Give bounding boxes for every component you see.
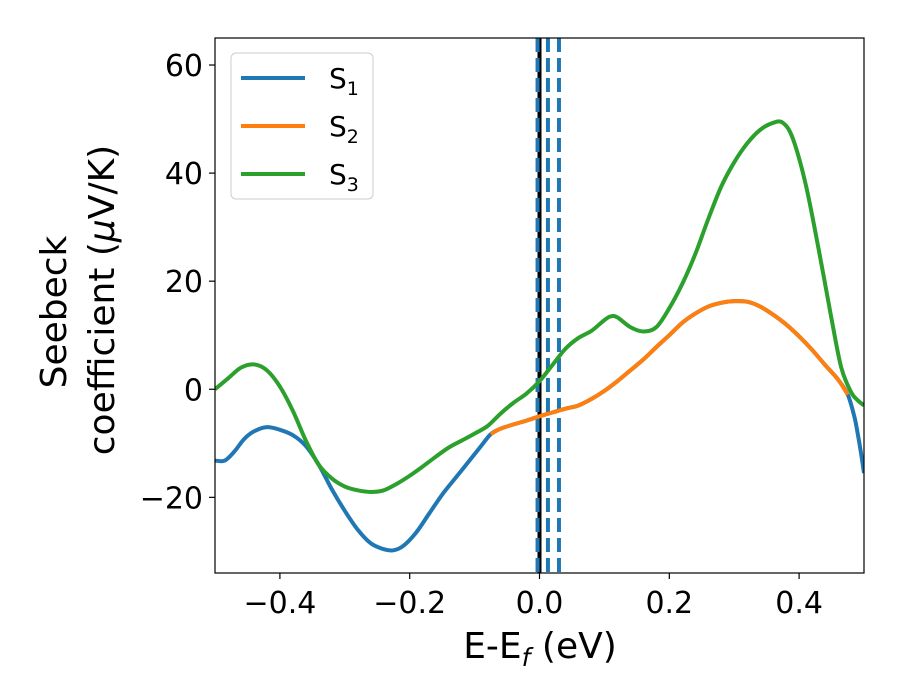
reference-lines bbox=[535, 38, 561, 573]
y-axis-title-line1: Seebeck bbox=[34, 235, 75, 388]
x-axis-title-main: E-E bbox=[463, 626, 521, 667]
series-lines bbox=[215, 119, 864, 553]
x-axis-title-unit: (eV) bbox=[530, 626, 616, 667]
y-tick-label: −20 bbox=[140, 481, 203, 516]
legend: S1 S2 S3 bbox=[230, 52, 374, 200]
x-tick-label: −0.2 bbox=[373, 586, 446, 621]
series-line-s2 bbox=[489, 299, 850, 436]
y-axis-title-line2: coefficient (μV/K) bbox=[82, 145, 123, 455]
y-axis-title-prefix: coefficient ( bbox=[82, 242, 123, 455]
x-tick-label: 0.4 bbox=[775, 586, 823, 621]
x-axis-title: E-Ef (eV) bbox=[463, 626, 617, 672]
legend-label-s1: S1 bbox=[329, 62, 359, 100]
x-tick-label: 0.2 bbox=[645, 586, 693, 621]
x-tick-label: 0.0 bbox=[516, 586, 564, 621]
y-tick-label: 40 bbox=[165, 157, 203, 192]
y-axis-title-mu: μ bbox=[82, 219, 123, 243]
y-tick-label: 0 bbox=[184, 373, 203, 408]
y-tick-label: 60 bbox=[165, 49, 203, 84]
y-axis-title-unit: V/K) bbox=[82, 145, 123, 219]
y-tick-label: 20 bbox=[165, 265, 203, 300]
legend-label-s3: S3 bbox=[329, 158, 359, 196]
x-axis: −0.4 −0.2 0.0 0.2 0.4 bbox=[243, 573, 823, 621]
plot-area bbox=[214, 37, 865, 574]
x-tick-label: −0.4 bbox=[243, 586, 316, 621]
y-axis: −20 0 20 40 60 bbox=[140, 49, 215, 516]
legend-label-s2: S2 bbox=[329, 110, 359, 148]
series-line-s3 bbox=[215, 119, 864, 494]
